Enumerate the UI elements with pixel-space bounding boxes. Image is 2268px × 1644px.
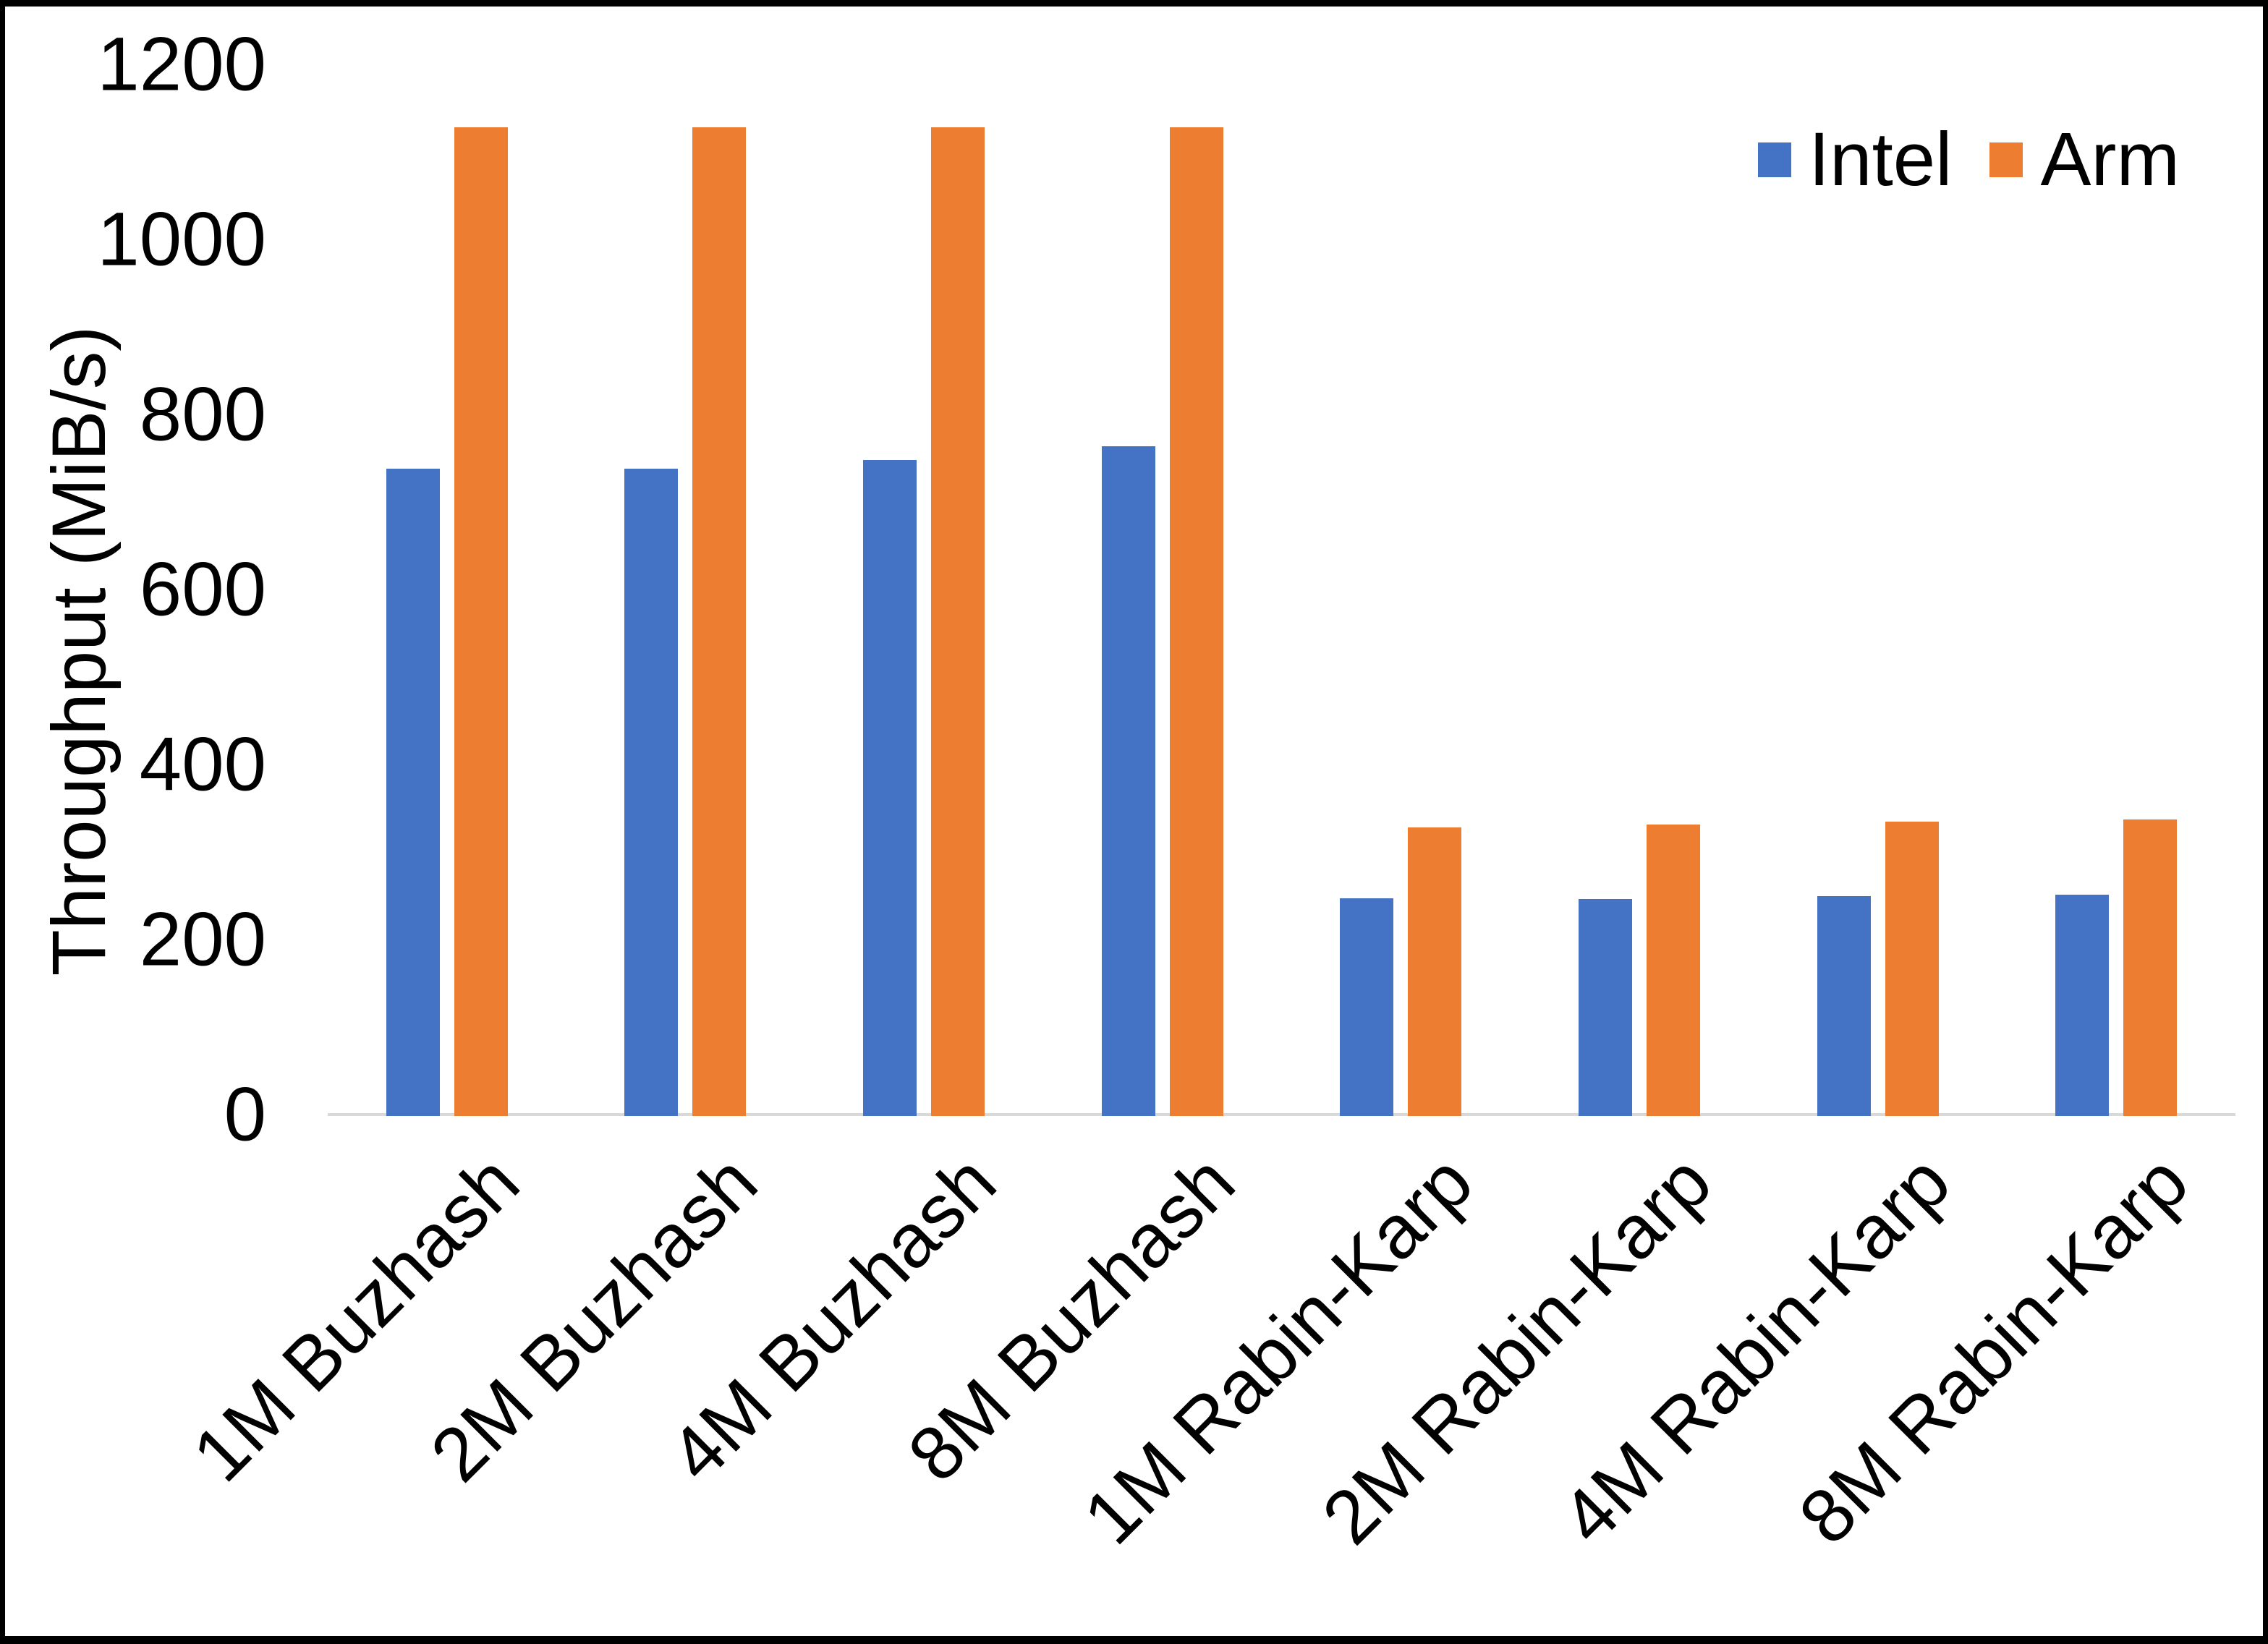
bar-arm-4m-rabin-karp [1885, 822, 1939, 1116]
frame-border-right [2263, 0, 2268, 1644]
bar-arm-8m-buzhash [1169, 127, 1223, 1116]
frame-border-left [0, 0, 5, 1644]
bar-intel-4m-rabin-karp [1817, 896, 1871, 1116]
legend-entry-arm: Arm [1989, 117, 2180, 202]
bar-intel-8m-rabin-karp [2055, 894, 2110, 1116]
legend: Intel Arm [1758, 122, 2180, 197]
bar-arm-8m-rabin-karp [2123, 819, 2178, 1116]
x-label-1m-buzhash: 1M Buzhash [177, 1139, 535, 1498]
legend-entry-intel: Intel [1758, 122, 1952, 197]
x-axis-line [328, 1113, 2235, 1116]
bar-arm-2m-rabin-karp [1646, 825, 1700, 1116]
legend-swatch-intel [1758, 142, 1791, 177]
y-tick-label-200: 200 [139, 897, 266, 982]
legend-label-intel: Intel [1809, 117, 1953, 202]
legend-label-arm: Arm [2040, 117, 2180, 202]
bar-intel-2m-rabin-karp [1578, 898, 1632, 1116]
bar-arm-1m-buzhash [454, 127, 508, 1116]
y-tick-label-400: 400 [139, 722, 266, 807]
y-tick-label-1000: 1000 [97, 197, 266, 282]
bar-intel-4m-buzhash [863, 459, 917, 1116]
frame-border-top [0, 0, 2268, 7]
bar-intel-1m-rabin-karp [1340, 898, 1394, 1116]
bar-intel-1m-buzhash [386, 468, 440, 1116]
frame-border-bottom [0, 1636, 2268, 1644]
bar-arm-4m-buzhash [931, 127, 985, 1116]
bar-intel-8m-buzhash [1101, 446, 1155, 1116]
bar-arm-2m-buzhash [692, 127, 747, 1116]
bar-intel-2m-buzhash [624, 468, 679, 1116]
legend-swatch-arm [1989, 142, 2023, 177]
y-tick-label-800: 800 [139, 372, 266, 457]
y-tick-label-1200: 1200 [97, 22, 266, 107]
y-tick-label-600: 600 [139, 547, 266, 632]
bar-arm-1m-rabin-karp [1408, 827, 1462, 1116]
y-tick-label-0: 0 [224, 1072, 266, 1157]
